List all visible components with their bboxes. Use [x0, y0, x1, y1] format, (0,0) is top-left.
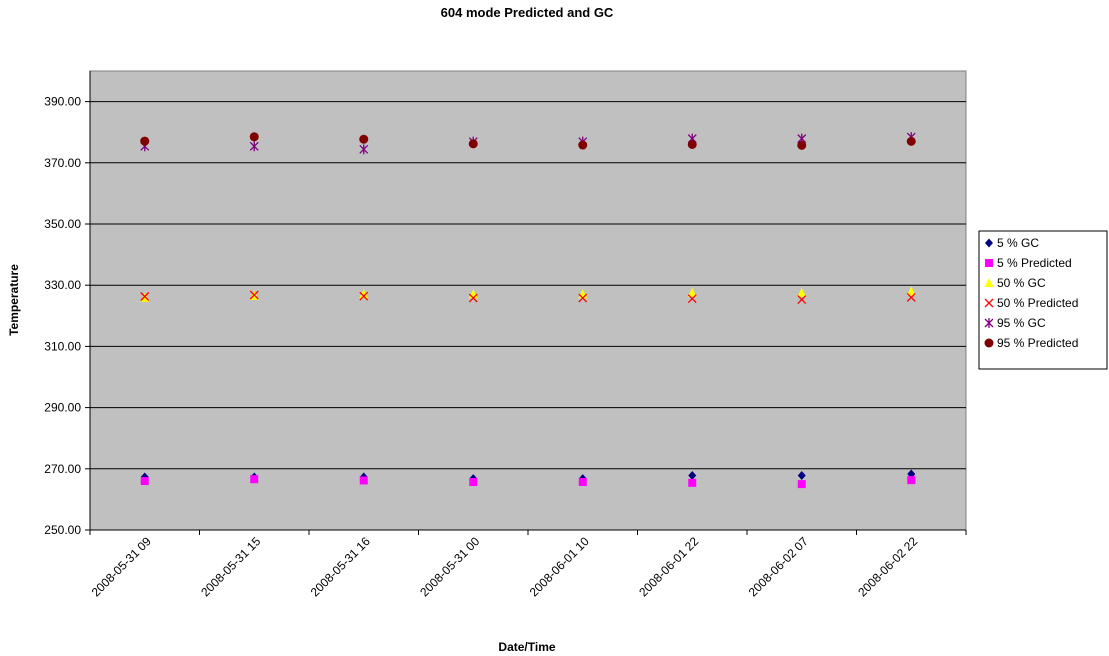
- data-point: [249, 290, 259, 300]
- data-point: [359, 144, 369, 155]
- data-point: [797, 287, 807, 297]
- legend-marker: [984, 298, 994, 308]
- data-point: [578, 140, 588, 150]
- legend-entry: 50 % GC: [997, 276, 1046, 290]
- x-axis-title: Date/Time: [498, 640, 555, 654]
- data-point: [249, 132, 259, 142]
- legend-entry: 95 % Predicted: [997, 336, 1078, 350]
- data-point: [469, 477, 478, 486]
- legend-entry: 50 % Predicted: [997, 296, 1078, 310]
- data-point: [688, 471, 697, 481]
- legend-marker: [984, 318, 994, 328]
- data-point: [250, 475, 259, 484]
- data-point: [468, 293, 478, 303]
- gridlines: [90, 101, 966, 470]
- data-point: [359, 134, 369, 144]
- y-tick-label: 370.00: [44, 156, 81, 170]
- data-point: [687, 287, 697, 297]
- x-tick-label: 2008-05-31 00: [417, 534, 482, 599]
- data-points: [140, 132, 916, 489]
- legend-marker: [984, 338, 994, 348]
- plot-area: [89, 70, 967, 531]
- legend-marker: [984, 278, 994, 287]
- y-tick-label: 350.00: [44, 217, 81, 231]
- x-tick-label: 2008-06-02 07: [746, 534, 811, 599]
- x-tick-label: 2008-06-01 22: [636, 534, 701, 599]
- legend: 5 % GC 5 % Predicted 50 % GC 50 % Predicted…: [978, 230, 1108, 370]
- data-point: [797, 471, 806, 481]
- x-tick-label: 2008-05-31 15: [198, 534, 263, 599]
- x-tick-label: 2008-05-31 09: [89, 534, 154, 599]
- data-point: [906, 286, 916, 296]
- legend-marker: [985, 238, 993, 248]
- legend-entry: 5 % GC: [997, 236, 1039, 250]
- data-point: [578, 293, 588, 303]
- data-point: [140, 136, 150, 146]
- legend-marker: [985, 259, 993, 267]
- y-tick-label: 250.00: [44, 523, 81, 537]
- y-axis: 250.00 270.00 290.00 310.00 330.00 350.00 370.…: [44, 71, 91, 537]
- x-tick-label: 2008-06-02 22: [855, 534, 920, 599]
- y-axis-title: Temperature: [7, 264, 21, 336]
- legend-entry: 95 % GC: [997, 316, 1046, 330]
- data-point: [797, 295, 807, 305]
- data-point: [797, 480, 806, 489]
- x-tick-label: 2008-06-01 10: [527, 534, 592, 599]
- data-point: [687, 139, 697, 149]
- legend-box: [978, 230, 1108, 370]
- data-point: [578, 477, 587, 486]
- data-point: [906, 136, 916, 146]
- data-point: [906, 292, 916, 302]
- data-point: [359, 476, 368, 485]
- data-point: [140, 292, 150, 301]
- y-tick-label: 270.00: [44, 462, 81, 476]
- chart-title: 604 mode Predicted and GC: [441, 5, 614, 20]
- data-point: [359, 289, 369, 299]
- y-tick-label: 310.00: [44, 339, 81, 353]
- data-point: [797, 140, 807, 150]
- y-tick-label: 390.00: [44, 95, 81, 109]
- data-point: [907, 476, 916, 485]
- x-tick-label: 2008-05-31 16: [308, 534, 373, 599]
- data-point: [359, 291, 369, 301]
- data-point: [687, 294, 697, 304]
- data-point: [140, 477, 149, 486]
- y-tick-label: 330.00: [44, 278, 81, 292]
- y-tick-label: 290.00: [44, 401, 81, 415]
- x-axis: 2008-05-31 09 2008-05-31 15 2008-05-31 16 2…: [89, 529, 967, 599]
- legend-entry: 5 % Predicted: [997, 256, 1072, 270]
- data-point: [688, 478, 697, 487]
- data-point: [468, 139, 478, 149]
- data-point: [249, 141, 259, 152]
